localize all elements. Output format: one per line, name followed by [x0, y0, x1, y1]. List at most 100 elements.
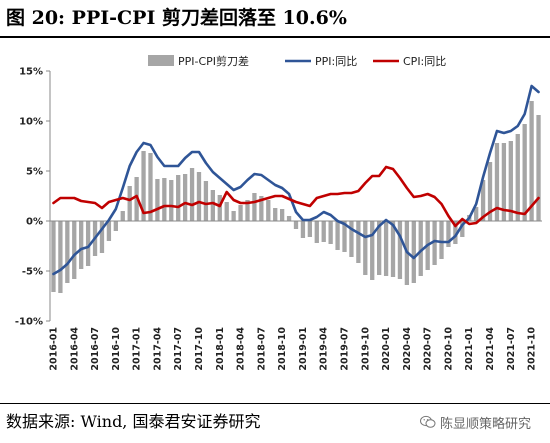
spread-bar — [480, 180, 486, 221]
spread-bar — [58, 221, 63, 293]
x-tick-label: 2020-01 — [381, 327, 392, 371]
x-tick-label: 2018-04 — [236, 327, 247, 371]
x-tick-label: 2018-10 — [277, 327, 288, 371]
wechat-icon — [420, 415, 436, 428]
x-tick-label: 2018-07 — [256, 327, 267, 371]
spread-bar — [51, 221, 56, 292]
spread-bar — [155, 179, 160, 221]
spread-bar — [349, 221, 354, 257]
spread-bar — [106, 221, 112, 241]
x-tick-label: 2019-07 — [340, 327, 351, 371]
spread-bar — [224, 202, 229, 221]
spread-bar — [307, 221, 313, 237]
spread-bar — [383, 221, 389, 276]
x-tick-label: 2019-10 — [360, 327, 371, 371]
x-tick-label: 2016-10 — [111, 327, 122, 371]
x-tick-label: 2019-01 — [298, 327, 309, 371]
spread-bar — [328, 221, 333, 244]
x-tick-label: 2017-10 — [194, 327, 205, 371]
spread-bar — [141, 151, 146, 221]
spread-bar — [279, 209, 285, 221]
cpi-line — [52, 165, 540, 228]
spread-bar — [169, 180, 174, 221]
x-tick-label: 2020-04 — [402, 327, 413, 371]
legend-swatch-spread — [148, 55, 174, 66]
spread-bar — [127, 186, 132, 221]
y-tick-label: -5% — [22, 267, 43, 278]
x-tick-label: 2017-04 — [152, 327, 163, 371]
spread-bar — [162, 178, 167, 221]
spread-bar — [99, 221, 105, 253]
spread-bar — [300, 221, 306, 238]
spread-bar — [356, 221, 361, 263]
spread-bar — [460, 221, 465, 237]
spread-bar — [72, 221, 77, 279]
x-tick-label: 2020-07 — [423, 327, 434, 371]
x-tick-label: 2016-04 — [69, 327, 80, 371]
footer-rule — [0, 403, 550, 404]
spread-bar — [203, 181, 209, 221]
x-tick-label: 2021-01 — [464, 327, 475, 371]
x-tick-label: 2019-04 — [319, 327, 330, 371]
spread-bar — [273, 208, 278, 221]
y-tick-label: 0% — [26, 217, 43, 228]
watermark: 陈显顺策略研究 — [420, 407, 531, 437]
spread-bar — [238, 205, 243, 221]
y-tick-label: -10% — [15, 317, 43, 328]
x-tick-label: 2017-07 — [173, 327, 184, 371]
spread-bar — [411, 221, 416, 283]
spread-bar — [231, 211, 236, 221]
y-tick-label: 15% — [19, 67, 43, 78]
spread-bar — [252, 193, 257, 221]
spread-bar — [210, 190, 215, 221]
spread-bar — [536, 115, 541, 221]
x-tick-label: 2018-01 — [215, 327, 226, 371]
x-tick-label: 2021-07 — [506, 327, 517, 371]
spread-bar — [390, 221, 396, 277]
spread-bar — [529, 101, 534, 221]
spread-bar — [120, 211, 125, 221]
spread-bar — [245, 200, 250, 221]
spread-bar — [363, 221, 368, 275]
watermark-text: 陈显顺策略研究 — [440, 416, 532, 432]
spread-bar — [501, 143, 507, 221]
spread-bar — [85, 221, 91, 266]
y-tick-label: 10% — [19, 117, 43, 128]
y-tick-label: 5% — [26, 167, 43, 178]
spread-bar — [286, 216, 292, 221]
x-tick-label: 2016-07 — [90, 327, 101, 371]
spread-bar — [487, 162, 493, 221]
spread-bar — [397, 221, 403, 279]
ppi-cpi-chart: 15% 10% 5% 0% -5% -10% 2016-01 2016-04 2016-07 20… — [15, 54, 542, 371]
x-tick-label: 2021-10 — [527, 327, 538, 371]
x-tick-label: 2021-04 — [485, 327, 496, 371]
spread-bar — [335, 221, 340, 250]
legend-label-ppi: PPI:同比 — [315, 55, 357, 68]
spread-bar — [453, 221, 458, 244]
x-tick-label: 2017-01 — [132, 327, 143, 371]
ppi-line — [52, 84, 540, 276]
spread-bar — [474, 207, 479, 221]
spread-bar — [182, 174, 188, 221]
figure-title: 图 20: PPI-CPI 剪刀差回落至 10.6% — [6, 7, 347, 29]
x-tick-label: 2020-10 — [443, 327, 454, 371]
spread-bar — [494, 143, 500, 221]
title-rule — [0, 36, 550, 38]
spread-bar — [113, 221, 118, 231]
spread-bar — [65, 221, 70, 283]
spread-bar — [266, 200, 271, 221]
spread-bar — [515, 134, 520, 221]
x-tick-label: 2016-01 — [48, 327, 59, 371]
spread-bar — [189, 168, 195, 221]
spread-bar — [259, 196, 264, 221]
spread-bar — [522, 124, 527, 221]
spread-bar — [217, 195, 222, 221]
spread-bar — [293, 221, 299, 229]
spread-bar — [446, 221, 451, 247]
source-note: 数据来源: Wind, 国泰君安证券研究 — [6, 412, 261, 431]
spread-bar — [148, 153, 153, 221]
spread-bar — [377, 221, 382, 275]
spread-bar — [370, 221, 375, 280]
spread-bar — [314, 221, 319, 243]
legend-label-cpi: CPI:同比 — [403, 55, 446, 68]
